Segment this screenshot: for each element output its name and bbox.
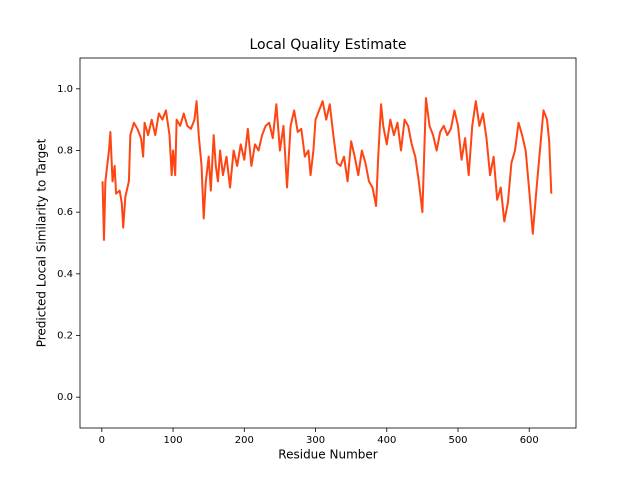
y-tick-label: 0.4 bbox=[57, 269, 73, 280]
y-tick-label: 0.8 bbox=[57, 146, 73, 157]
y-tick-label: 1.0 bbox=[57, 84, 73, 95]
chart-title: Local Quality Estimate bbox=[249, 37, 406, 53]
plot-frame bbox=[79, 57, 577, 429]
x-tick-label: 500 bbox=[448, 435, 467, 446]
x-tick-label: 400 bbox=[377, 435, 396, 446]
y-axis-label: Predicted Local Similarity to Target bbox=[35, 138, 49, 347]
y-tick-label: 0.2 bbox=[57, 331, 73, 342]
x-tick-label: 100 bbox=[164, 435, 183, 446]
data-line bbox=[101, 97, 553, 241]
y-tick-label: 0.6 bbox=[57, 207, 73, 218]
y-tick-label: 0.0 bbox=[57, 392, 73, 403]
x-tick-label: 300 bbox=[306, 435, 325, 446]
x-axis-label: Residue Number bbox=[278, 448, 377, 462]
x-tick-label: 0 bbox=[99, 435, 105, 446]
x-tick-label: 200 bbox=[235, 435, 254, 446]
x-tick-label: 600 bbox=[520, 435, 539, 446]
